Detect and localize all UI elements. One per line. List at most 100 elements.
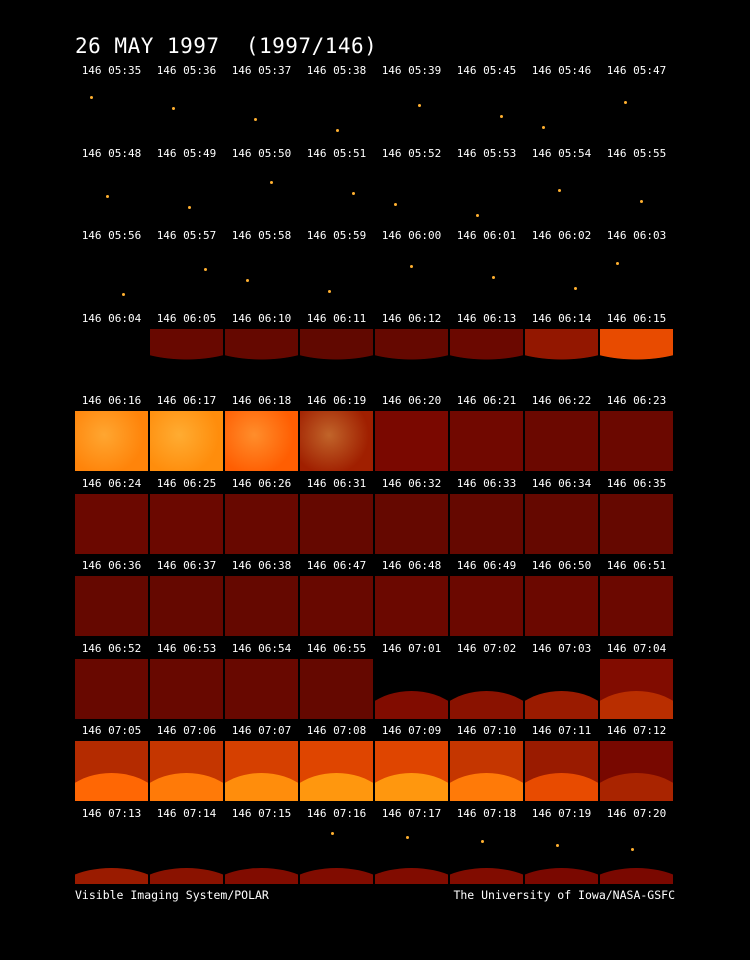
frame-image — [300, 161, 373, 226]
frame-timestamp: 146 06:10 — [231, 311, 292, 325]
earth-limb — [150, 867, 223, 884]
frame-timestamp: 146 05:55 — [606, 146, 667, 160]
star-point — [481, 839, 484, 843]
star-point — [172, 107, 175, 110]
frame-image — [300, 823, 373, 884]
earth-limb — [75, 867, 148, 884]
star-point — [90, 96, 93, 99]
frame-timestamp: 146 05:48 — [81, 146, 142, 160]
image-frame: 146 07:20 — [600, 805, 673, 887]
frame-image — [150, 493, 223, 554]
image-frame: 146 06:13 — [450, 310, 523, 392]
frame-image — [300, 411, 373, 471]
image-frame: 146 06:36 — [75, 557, 148, 639]
frame-image — [450, 658, 523, 719]
frame-image — [300, 576, 373, 636]
earth-limb — [75, 773, 148, 801]
star-point — [492, 276, 495, 279]
earth-limb — [375, 690, 448, 719]
image-frame: 146 05:47 — [600, 62, 673, 144]
image-frame: 146 05:36 — [150, 62, 223, 144]
frame-timestamp: 146 05:50 — [231, 146, 292, 160]
image-frame: 146 07:06 — [150, 722, 223, 804]
frame-timestamp: 146 06:16 — [81, 394, 142, 407]
frame-image — [225, 161, 298, 226]
image-frame: 146 07:15 — [225, 805, 298, 887]
image-frame: 146 07:03 — [525, 640, 598, 722]
frame-image — [75, 326, 148, 391]
frame-timestamp: 146 05:51 — [306, 146, 367, 160]
frame-timestamp: 146 06:48 — [381, 559, 442, 572]
frame-timestamp: 146 06:26 — [231, 476, 292, 490]
frame-image — [375, 411, 448, 471]
frame-image — [75, 576, 148, 636]
star-point — [106, 194, 109, 198]
frame-timestamp: 146 07:05 — [81, 724, 142, 737]
star-point — [394, 202, 397, 206]
frame-timestamp: 146 06:00 — [381, 229, 442, 242]
frame-timestamp: 146 06:36 — [81, 559, 142, 572]
frame-timestamp: 146 06:50 — [531, 559, 592, 572]
star-point — [574, 287, 577, 290]
image-frame: 146 06:22 — [525, 392, 598, 474]
frame-timestamp: 146 06:03 — [606, 229, 667, 242]
image-frame: 146 06:14 — [525, 310, 598, 392]
image-frame: 146 07:02 — [450, 640, 523, 722]
frame-timestamp: 146 06:38 — [231, 559, 292, 572]
frame-image — [525, 328, 598, 377]
frame-image — [525, 493, 598, 554]
frame-image — [225, 493, 298, 554]
star-point — [122, 293, 125, 296]
frame-image — [600, 823, 673, 884]
frame-image — [225, 78, 298, 143]
frame-timestamp: 146 07:02 — [456, 641, 517, 655]
star-point — [188, 205, 191, 209]
image-frame: 146 07:19 — [525, 805, 598, 887]
frame-timestamp: 146 06:01 — [456, 229, 517, 242]
frame-timestamp: 146 07:07 — [231, 724, 292, 737]
image-frame: 146 06:48 — [375, 557, 448, 639]
frame-image — [525, 823, 598, 884]
frame-image — [525, 243, 598, 308]
frame-image — [300, 328, 373, 377]
frame-timestamp: 146 06:21 — [456, 394, 517, 407]
image-frame: 146 05:56 — [75, 227, 148, 309]
frame-image — [225, 243, 298, 308]
image-frame: 146 06:19 — [300, 392, 373, 474]
frame-image — [225, 328, 298, 377]
frame-timestamp: 146 07:04 — [606, 641, 667, 655]
frame-timestamp: 146 06:04 — [81, 311, 142, 325]
image-frame: 146 06:53 — [150, 640, 223, 722]
frame-timestamp: 146 06:22 — [531, 394, 592, 407]
frame-timestamp: 146 07:10 — [456, 724, 517, 737]
frame-image — [75, 243, 148, 308]
frame-timestamp: 146 06:13 — [456, 311, 517, 325]
frame-timestamp: 146 06:47 — [306, 559, 367, 572]
frame-image — [300, 658, 373, 719]
star-point — [254, 118, 257, 121]
image-frame: 146 06:00 — [375, 227, 448, 309]
image-frame: 146 06:04 — [75, 310, 148, 392]
frame-timestamp: 146 07:15 — [231, 806, 292, 820]
image-frame: 146 07:07 — [225, 722, 298, 804]
image-frame: 146 05:35 — [75, 62, 148, 144]
image-frame: 146 06:55 — [300, 640, 373, 722]
image-frame: 146 05:53 — [450, 145, 523, 227]
frame-timestamp: 146 06:14 — [531, 311, 592, 325]
earth-limb — [600, 867, 673, 884]
frame-timestamp: 146 06:54 — [231, 641, 292, 655]
frame-image — [75, 161, 148, 226]
frame-image — [450, 328, 523, 377]
star-point — [270, 180, 273, 184]
frame-timestamp: 146 05:52 — [381, 146, 442, 160]
frame-timestamp: 146 07:06 — [156, 724, 217, 737]
frame-image — [600, 328, 673, 377]
image-frame: 146 07:10 — [450, 722, 523, 804]
frame-timestamp: 146 07:08 — [306, 724, 367, 737]
frame-image — [525, 658, 598, 719]
image-frame: 146 06:26 — [225, 475, 298, 557]
star-point — [631, 847, 634, 851]
image-frame: 146 06:37 — [150, 557, 223, 639]
frame-timestamp: 146 05:35 — [81, 64, 142, 77]
frame-image — [450, 576, 523, 636]
